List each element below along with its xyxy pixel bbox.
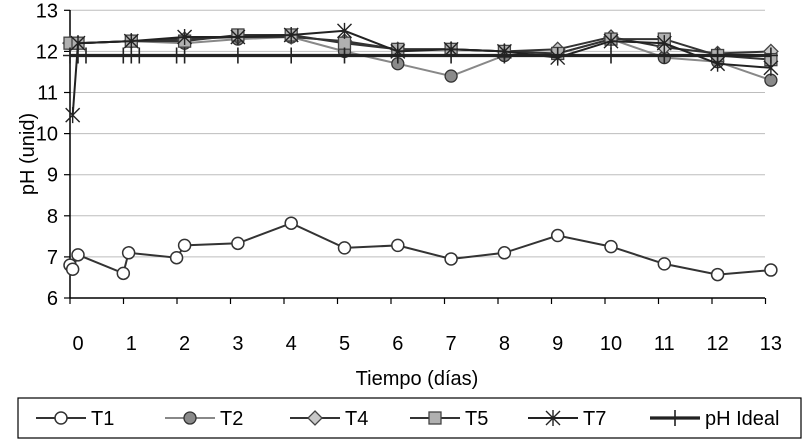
- data-point: [65, 262, 80, 276]
- legend-label: T4: [345, 408, 368, 430]
- legend-marker: [668, 410, 682, 426]
- x-tick-label: 1: [126, 333, 137, 355]
- series-line: [69, 222, 771, 276]
- y-tick-label: 6: [47, 288, 58, 310]
- data-point: [337, 36, 352, 50]
- series-t1: [63, 216, 778, 282]
- data-point: [391, 238, 405, 253]
- x-tick-label: 12: [706, 333, 728, 355]
- x-tick-label: 6: [392, 333, 403, 355]
- data-point: [177, 238, 192, 253]
- x-axis-label: Tiempo (días): [356, 368, 479, 390]
- legend-marker: [545, 410, 561, 426]
- data-point: [550, 47, 565, 64]
- y-tick-label: 11: [37, 83, 58, 105]
- data-point: [444, 47, 459, 64]
- legend-marker: [54, 411, 68, 425]
- x-tick-label: 3: [232, 333, 243, 355]
- x-tick-label: 10: [600, 333, 622, 355]
- legend-item: T5: [410, 408, 488, 430]
- data-point: [337, 22, 352, 39]
- y-tick-label: 8: [47, 206, 58, 228]
- data-point: [497, 246, 512, 260]
- y-tick-label: 7: [47, 247, 58, 269]
- data-point: [497, 47, 512, 64]
- y-tick-label: 12: [36, 41, 58, 63]
- x-tick-label: 9: [552, 333, 563, 355]
- data-point: [444, 69, 458, 83]
- data-point: [71, 248, 85, 262]
- legend: T1 T2 T4 T5 T7 pH Ideal: [17, 397, 802, 439]
- data-point: [444, 252, 458, 266]
- y-tick-label: 13: [36, 0, 58, 22]
- x-tick-label: 7: [446, 333, 457, 355]
- legend-marker: [428, 411, 442, 425]
- x-tick-label: 5: [339, 333, 350, 355]
- data-point: [603, 33, 619, 50]
- data-point: [177, 29, 193, 46]
- data-point: [710, 47, 725, 64]
- legend-item: T4: [290, 408, 368, 430]
- y-tick-labels: 6 7 8 9 10 11 12 13: [36, 0, 58, 310]
- data-point: [657, 47, 672, 64]
- axes: [64, 9, 767, 304]
- legend-item: T1: [36, 408, 114, 430]
- data-point: [283, 26, 299, 43]
- data-point: [604, 239, 618, 254]
- data-point: [284, 216, 298, 230]
- legend-item: T7: [528, 408, 606, 430]
- data-point: [604, 47, 618, 64]
- legend-label: T2: [220, 408, 243, 430]
- series-layer: [62, 22, 779, 282]
- legend-marker: [307, 410, 323, 426]
- x-tick-labels: 0 1 2 3 4 5 6 7 8 9 10 11 12 13: [72, 333, 782, 355]
- legend-item: T2: [165, 408, 243, 430]
- data-point: [121, 246, 136, 260]
- data-point: [764, 73, 778, 87]
- legend-marker: [183, 411, 197, 425]
- x-tick-label: 2: [179, 333, 190, 355]
- data-point: [123, 33, 139, 50]
- y-tick-label: 10: [36, 124, 58, 146]
- series-ph-ideal: [63, 47, 778, 64]
- x-tick-label: 8: [499, 333, 510, 355]
- data-point: [177, 47, 192, 64]
- x-tick-label: 4: [286, 333, 297, 355]
- x-tick-label: 13: [760, 333, 782, 355]
- data-point: [284, 47, 299, 64]
- data-point: [78, 47, 93, 64]
- data-point: [764, 263, 778, 277]
- data-point: [763, 47, 778, 64]
- data-point: [132, 47, 147, 64]
- x-tick-label: 11: [654, 333, 675, 355]
- data-point: [337, 47, 352, 64]
- data-point: [550, 228, 565, 243]
- data-point: [230, 47, 245, 64]
- x-tick-label: 0: [72, 333, 83, 355]
- data-point: [65, 107, 81, 124]
- data-point: [230, 29, 246, 46]
- data-point: [337, 241, 352, 255]
- data-point: [169, 250, 184, 265]
- data-point: [231, 236, 245, 251]
- data-point: [657, 257, 672, 271]
- data-point: [116, 266, 131, 281]
- legend-label: T1: [91, 408, 114, 430]
- data-point: [390, 47, 405, 64]
- y-axis-label: pH (unid): [17, 113, 39, 195]
- legend-label: pH Ideal: [705, 408, 780, 430]
- legend-label: T5: [465, 408, 488, 430]
- y-tick-label: 9: [47, 165, 58, 187]
- legend-item: pH Ideal: [650, 408, 780, 430]
- legend-label: T7: [583, 408, 606, 430]
- series-t7: [65, 22, 779, 124]
- data-point: [710, 267, 725, 282]
